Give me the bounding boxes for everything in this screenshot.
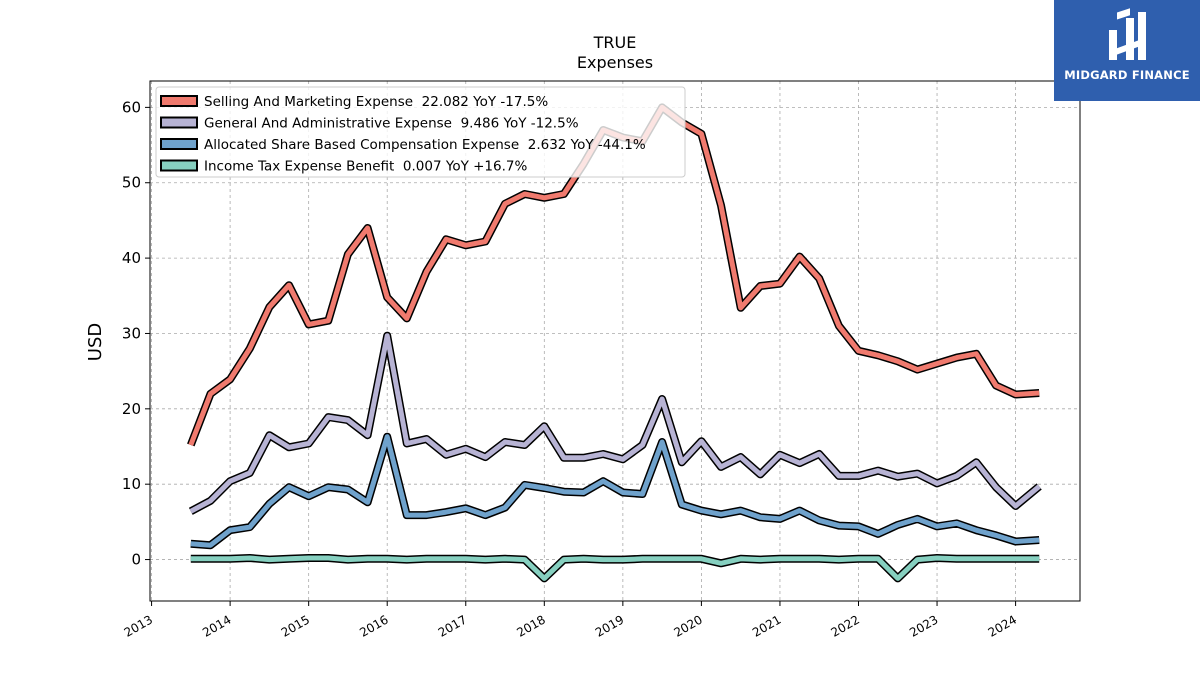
series-line-2 (188, 331, 1042, 515)
x-tick-label: 2013 (122, 612, 155, 639)
series-line-3 (190, 432, 1040, 550)
legend-swatch (160, 116, 198, 129)
x-tick-label: 2017 (436, 612, 469, 639)
chart-subtitle: Expenses (577, 53, 653, 72)
x-tick-label: 2024 (986, 612, 1019, 639)
plot-frame (149, 80, 1081, 602)
legend-box (155, 86, 686, 178)
legend-label: Selling And Marketing Expense 22.082 YoY… (204, 94, 548, 110)
x-tick-label: 2018 (514, 612, 547, 639)
y-tick-label: 60 (122, 98, 141, 116)
y-tick-label: 0 (131, 551, 141, 569)
x-tick-label: 2014 (200, 612, 233, 639)
legend-label: General And Administrative Expense 9.486… (204, 116, 579, 132)
logo-text: MIDGARD FINANCE (1064, 68, 1190, 82)
y-tick-label: 50 (122, 174, 141, 192)
legend: Selling And Marketing Expense 22.082 YoY… (155, 86, 686, 178)
y-tick-label: 30 (122, 324, 141, 342)
legend-label: Allocated Share Based Compensation Expen… (204, 137, 646, 153)
logo-mark-icon (1109, 8, 1146, 60)
x-tick-label: 2019 (593, 612, 626, 639)
x-tick-label: 2021 (750, 612, 783, 639)
x-tick-label: 2020 (671, 612, 704, 639)
series-lines (187, 103, 1042, 583)
y-axis-label: USD (85, 323, 106, 361)
legend-label: Income Tax Expense Benefit 0.007 YoY +16… (204, 159, 527, 175)
x-tick-label: 2022 (829, 612, 862, 639)
x-tick-label: 2016 (357, 612, 390, 639)
legend-swatch (160, 159, 198, 172)
x-tick-label: 2015 (279, 612, 312, 639)
series-stroke (189, 333, 1041, 514)
legend-swatch (160, 138, 198, 150)
chart-title: TRUE (593, 33, 637, 52)
y-tick-label: 10 (122, 475, 141, 493)
series-line-4 (190, 554, 1040, 583)
midgard-finance-logo: MIDGARD FINANCE (1054, 0, 1200, 101)
y-tick-label: 20 (122, 400, 141, 418)
series-stroke (190, 434, 1040, 548)
x-tick-label: 2023 (907, 612, 940, 639)
y-tick-label: 40 (122, 249, 141, 267)
legend-swatch (160, 95, 198, 107)
series-stroke (190, 555, 1040, 581)
